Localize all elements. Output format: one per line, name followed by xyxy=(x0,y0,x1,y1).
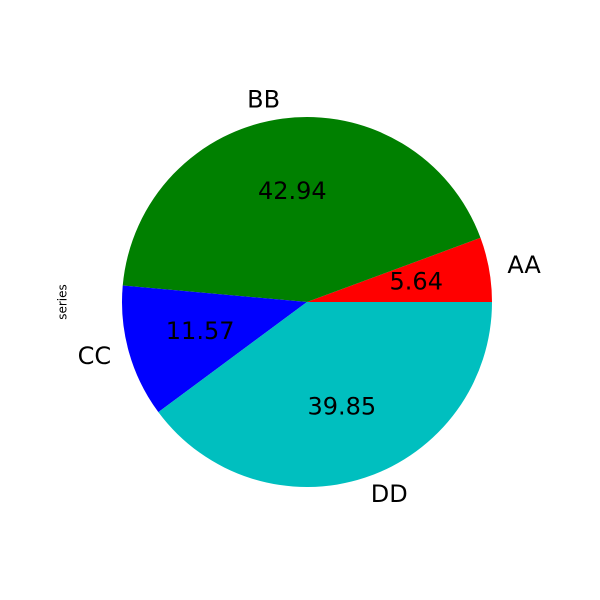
slice-label: AA xyxy=(507,251,541,279)
slice-label: DD xyxy=(371,480,408,508)
slice-label: BB xyxy=(247,85,280,113)
pie-slice xyxy=(307,237,492,302)
value-label: 42.94 xyxy=(258,177,327,205)
pie-slice xyxy=(122,117,481,302)
y-axis-label: series xyxy=(56,284,70,320)
value-label: 11.57 xyxy=(166,317,235,345)
pie-slice xyxy=(158,302,492,488)
slice-label: CC xyxy=(78,342,112,370)
pie-slice xyxy=(122,285,308,413)
value-label: 39.85 xyxy=(307,392,376,420)
value-label: 5.64 xyxy=(390,267,443,295)
